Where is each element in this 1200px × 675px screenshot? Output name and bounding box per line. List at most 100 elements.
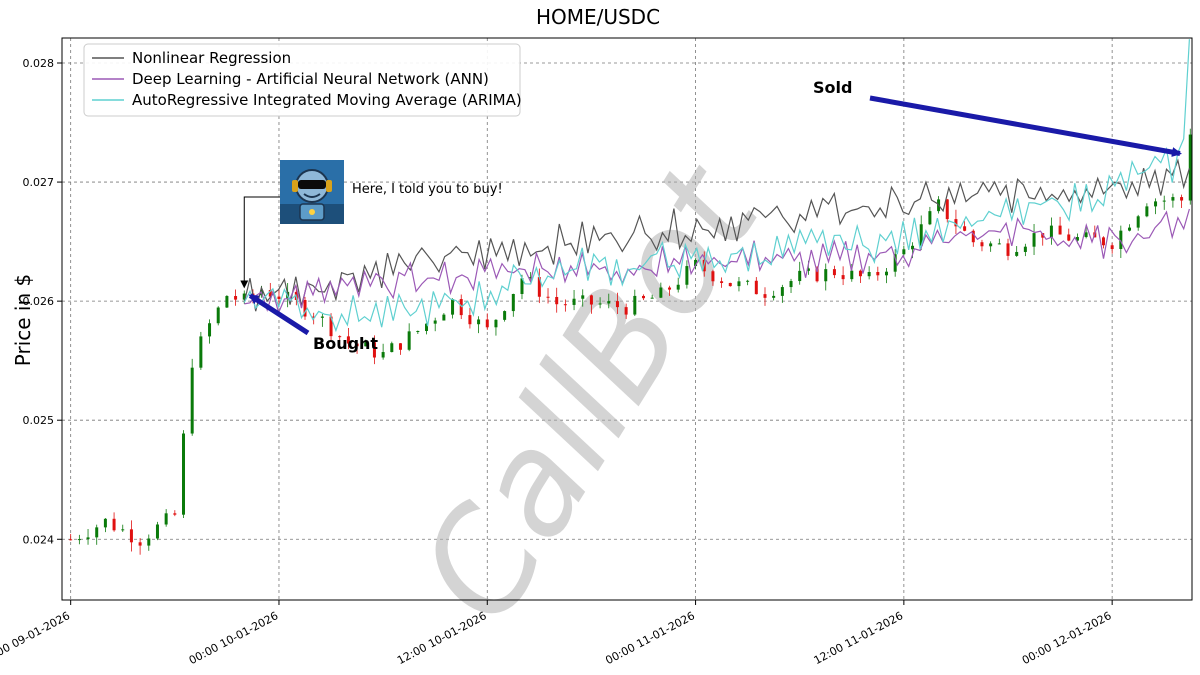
candle-body (1006, 243, 1010, 256)
candle-body (789, 281, 793, 288)
candle-body (216, 307, 220, 324)
candle-body (277, 296, 281, 300)
candle-body (520, 278, 524, 294)
candle-body (1145, 206, 1149, 217)
candle-body (416, 331, 420, 333)
candle-body (268, 290, 272, 297)
candle-body (537, 277, 541, 297)
candle-body (676, 284, 680, 290)
candle-body (546, 296, 550, 298)
candle-body (763, 294, 767, 298)
candle-body (720, 281, 724, 283)
candle-body (772, 295, 776, 298)
candle-body (346, 336, 350, 344)
y-tick-label: 0.026 (23, 295, 55, 308)
candle-body (190, 367, 194, 434)
x-axis: 12:00 09-01-2026 00:00 10-01-2026 12:00 10… (0, 600, 1114, 667)
candle-body (824, 269, 828, 282)
annotations: Bought Sold Here, I told you to buy! (240, 78, 1182, 353)
candle-body (494, 319, 498, 328)
candle-body (1058, 225, 1062, 235)
candle-body (893, 254, 897, 272)
candle-body (641, 295, 645, 299)
candle-body (885, 271, 889, 276)
candle-body (485, 319, 489, 328)
candle-body (503, 311, 507, 320)
candle-body (1032, 233, 1036, 247)
y-tick-label: 0.027 (23, 176, 55, 189)
candle-body (971, 230, 975, 243)
y-tick-label: 0.028 (23, 57, 55, 70)
candle-body (737, 281, 741, 287)
x-tick-label: 12:00 09-01-2026 (0, 609, 72, 667)
candle-body (1171, 197, 1175, 201)
candle-body (103, 518, 107, 528)
candle-body (1075, 237, 1079, 241)
candle-body (199, 336, 203, 368)
candle-body (390, 343, 394, 353)
y-tick-label: 0.025 (23, 414, 55, 427)
candle-body (433, 320, 437, 324)
candle-body (902, 249, 906, 255)
candle-body (989, 243, 993, 247)
candle-body (1180, 197, 1184, 201)
candle-body (364, 342, 368, 347)
candle-body (425, 323, 429, 332)
candle-body (451, 299, 455, 315)
candle-body (555, 296, 559, 305)
candle-body (1188, 134, 1192, 201)
candle-body (407, 331, 411, 350)
candle-body (398, 343, 402, 350)
candle-body (112, 518, 116, 531)
x-tick-label: 12:00 10-01-2026 (395, 609, 489, 667)
legend-label-arima: AutoRegressive Integrated Moving Average… (132, 91, 522, 109)
candle-body (1015, 251, 1019, 256)
candle-body (173, 513, 177, 515)
candle-body (147, 538, 151, 546)
candle-body (121, 529, 125, 531)
candle-body (320, 316, 324, 318)
series-line-2 (243, 39, 1190, 333)
candle-body (77, 539, 81, 541)
candle-body (841, 275, 845, 280)
candle-body (806, 268, 810, 271)
x-tick-label: 00:00 12-01-2026 (1020, 609, 1114, 667)
x-tick-label: 12:00 11-01-2026 (812, 609, 906, 667)
candle-body (329, 316, 333, 337)
candle-body (928, 211, 932, 225)
candle-body (1084, 232, 1088, 238)
series-line-1 (244, 208, 1190, 315)
candle-body (138, 542, 142, 546)
candle-body (633, 295, 637, 315)
candle-body (572, 298, 576, 305)
grid (62, 38, 1192, 600)
candle-body (997, 243, 1001, 245)
x-tick-label: 00:00 11-01-2026 (603, 609, 697, 667)
candle-body (69, 539, 73, 541)
y-tick-label: 0.024 (23, 533, 55, 546)
candlesticks (69, 128, 1192, 555)
robot-avatar-icon (280, 160, 344, 224)
sold-label: Sold (813, 78, 852, 97)
candle-body (355, 343, 359, 347)
candle-body (954, 219, 958, 227)
plot-frame (61, 37, 1193, 601)
candle-body (607, 301, 611, 304)
legend: Nonlinear Regression Deep Learning - Art… (83, 43, 522, 117)
legend-label-ann: Deep Learning - Artificial Neural Networ… (132, 70, 489, 88)
candle-body (1101, 237, 1105, 246)
candle-body (338, 336, 342, 338)
candle-body (945, 199, 949, 220)
candle-body (1067, 234, 1071, 241)
bought-arrow (248, 293, 310, 336)
candle-body (624, 307, 628, 315)
chart-title: HOME/USDC (536, 5, 660, 29)
candle-body (694, 259, 698, 267)
candle-body (129, 529, 133, 543)
candle-body (1154, 201, 1158, 207)
candle-body (312, 316, 316, 318)
candle-body (668, 287, 672, 290)
candle-body (1023, 246, 1027, 252)
candle-body (650, 297, 654, 299)
